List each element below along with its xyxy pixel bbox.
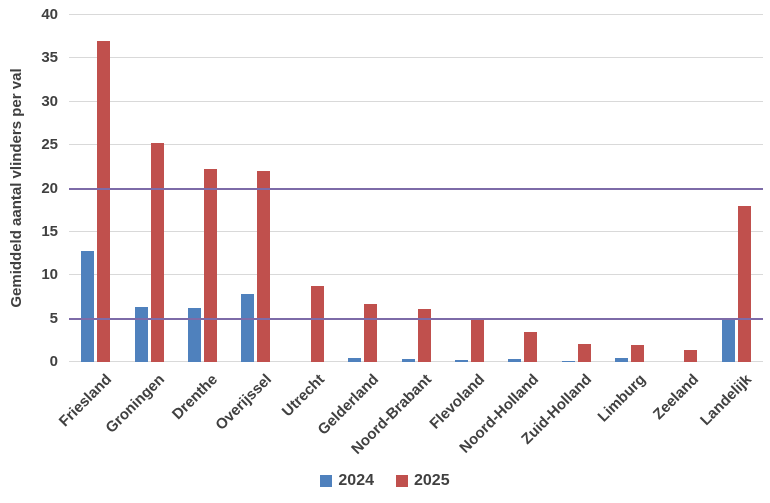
bar-2025-zeeland	[684, 349, 698, 362]
y-tick-label: 20	[41, 179, 58, 197]
bar-2024-landelijk	[721, 317, 735, 362]
reference-line-20	[69, 187, 763, 190]
y-tick-label: 30	[41, 92, 58, 110]
bar-2024-groningen	[134, 307, 148, 362]
bar-2024-zuid-holland	[561, 361, 575, 362]
bar-2024-overijssel	[241, 294, 255, 362]
x-tick-label-utrecht: Utrecht	[279, 371, 329, 421]
x-tick-label-noord-holland: Noord-Holland	[456, 371, 542, 457]
bar-2024-gelderland	[348, 357, 362, 362]
y-tick-label: 0	[49, 353, 58, 370]
gridline	[69, 274, 763, 276]
x-tick-label-flevoland: Flevoland	[426, 371, 489, 433]
gridline	[69, 100, 763, 102]
legend-item-2025: 2025	[396, 472, 450, 490]
y-tick-label: 25	[41, 136, 58, 154]
bar-2025-flevoland	[470, 318, 484, 362]
gridline	[69, 361, 763, 362]
x-tick-label-noord-brabant: Noord-Brabant	[348, 371, 436, 458]
y-tick-label: 10	[41, 266, 58, 284]
x-tick-label-zeeland: Zeeland	[649, 371, 702, 424]
legend-label: 2024	[338, 472, 374, 489]
bar-2025-limburg	[631, 344, 645, 362]
legend-swatch-icon	[320, 475, 333, 487]
x-tick-label-gelderland: Gelderland	[314, 371, 382, 439]
bar-2025-zuid-holland	[577, 343, 591, 362]
bar-2025-friesland	[97, 41, 111, 362]
y-tick-label: 15	[41, 222, 58, 240]
gridline	[69, 230, 763, 232]
y-tick-label: 35	[41, 49, 58, 67]
legend-label: 2025	[414, 472, 450, 489]
x-tick-label-landelijk: Landelijk	[697, 371, 756, 430]
x-tick-label-zuid-holland: Zuid-Holland	[518, 371, 596, 448]
bar-2024-limburg	[615, 357, 629, 362]
gridline	[69, 57, 763, 59]
bar-2024-drenthe	[187, 308, 201, 362]
bar-2024-noord-holland	[508, 358, 522, 362]
x-tick-label-friesland: Friesland	[55, 371, 115, 431]
gridline	[69, 14, 763, 15]
gridline	[69, 144, 763, 146]
bar-2024-friesland	[81, 250, 95, 362]
bar-2024-noord-brabant	[401, 358, 415, 362]
legend: 2024 2025	[0, 472, 770, 490]
bar-2024-flevoland	[454, 360, 468, 362]
bar-2025-noord-brabant	[417, 309, 431, 362]
bar-2025-overijssel	[257, 171, 271, 362]
reference-line-5	[69, 317, 763, 320]
bar-2025-groningen	[150, 142, 164, 362]
x-tick-label-drenthe: Drenthe	[169, 371, 222, 424]
legend-swatch-icon	[396, 475, 408, 487]
plot-area	[69, 14, 763, 362]
x-tick-label-overijssel: Overijssel	[212, 371, 275, 434]
bar-2025-gelderland	[364, 303, 378, 362]
x-tick-label-groningen: Groningen	[102, 371, 169, 437]
legend-item-2024: 2024	[320, 472, 374, 490]
y-tick-label: 5	[49, 309, 58, 327]
bar-2025-landelijk	[737, 205, 751, 362]
bar-2025-noord-holland	[524, 331, 538, 362]
x-tick-label-limburg: Limburg	[594, 371, 649, 426]
bar-2025-utrecht	[310, 285, 324, 362]
y-tick-label: 40	[41, 6, 58, 23]
bar-2025-drenthe	[203, 169, 217, 362]
